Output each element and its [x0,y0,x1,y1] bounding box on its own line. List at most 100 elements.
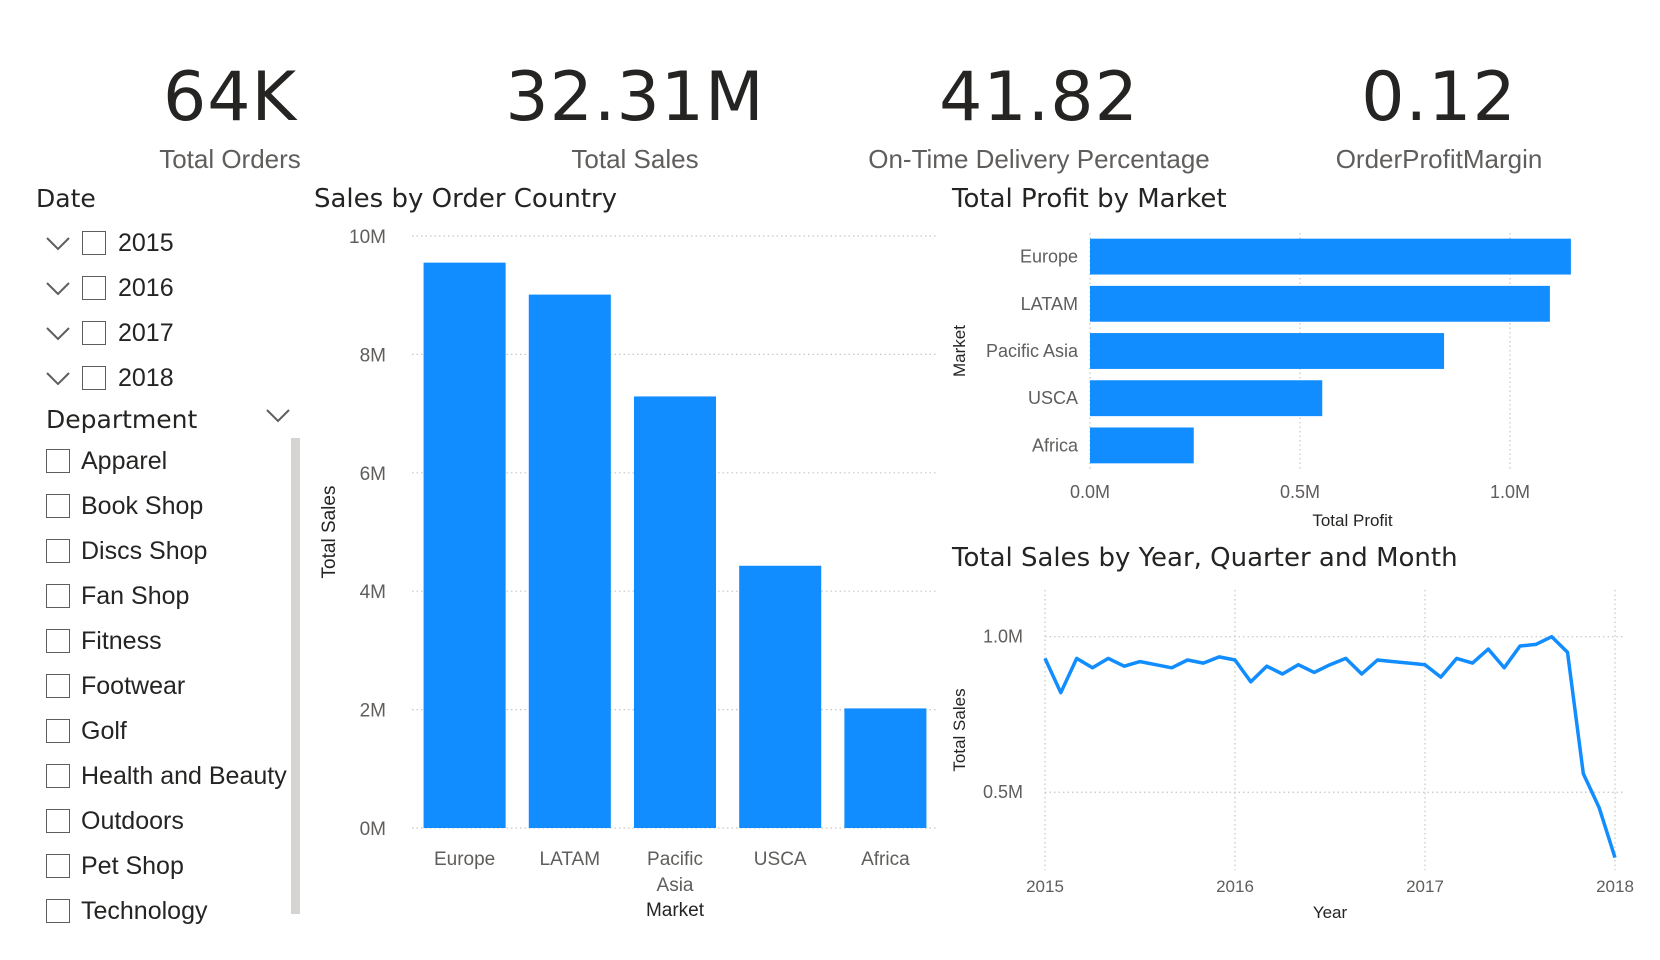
bar[interactable] [1090,285,1550,322]
date-slicer-label: 2016 [118,273,174,302]
checkbox[interactable] [46,764,70,788]
department-slicer-item[interactable]: Fan Shop [46,578,189,614]
department-slicer-item[interactable]: Outdoors [46,803,184,839]
chart-title-sales-by-country: Sales by Order Country [314,184,618,214]
checkbox[interactable] [46,494,70,518]
department-slicer-item[interactable]: Discs Shop [46,533,207,569]
bar[interactable] [739,565,822,828]
bar[interactable] [528,294,611,828]
department-slicer-label: Outdoors [81,806,184,835]
department-slicer-label: Discs Shop [81,536,208,565]
y-axis-label: Total Sales [950,688,969,771]
kpi-label: Total Orders [159,144,301,174]
x-tick-label: 2015 [1026,877,1064,896]
date-slicer-item[interactable]: 2015 [46,225,174,261]
department-slicer-item[interactable]: Health and Beauty [46,758,287,794]
department-slicer-item[interactable]: Footwear [46,668,185,704]
kpi-label: OrderProfitMargin [1335,144,1543,174]
y-tick-label: 8M [360,345,386,366]
checkbox[interactable] [82,231,106,255]
x-tick-label: 0.0M [1070,482,1110,502]
sales-by-country-chart: 0M 2M 4M 6M 8M 10M Europe LATAM Pacific Asia USCA A… [319,227,938,921]
date-slicer-item[interactable]: 2017 [46,315,174,351]
department-slicer-label: Health and Beauty [81,761,287,790]
chevron-down-icon[interactable] [46,276,70,300]
bar[interactable] [1090,238,1571,275]
sales-by-time-chart: 0.5M 1.0M 2015 2016 2017 2018 Year Total Sales [950,590,1634,922]
checkbox[interactable] [46,539,70,563]
chevron-down-icon[interactable] [265,405,291,425]
y-tick-label: 2M [360,701,386,722]
checkbox[interactable] [82,366,106,390]
x-tick-label: Asia [657,875,694,896]
x-tick-label: 2018 [1596,877,1634,896]
kpi-value: 32.31M [505,58,765,137]
y-tick-label: 0M [360,819,386,840]
chevron-down-icon[interactable] [46,231,70,255]
x-tick-label: Pacific [647,849,703,870]
chevron-down-icon[interactable] [46,366,70,390]
date-slicer-title: Date [36,184,96,213]
department-slicer-item[interactable]: Technology [46,893,207,929]
chevron-down-icon[interactable] [46,321,70,345]
bar[interactable] [844,708,927,828]
x-axis-label: Year [1313,903,1348,922]
kpi-label: Total Sales [571,144,699,174]
date-slicer-label: 2015 [118,228,174,257]
department-slicer-label: Footwear [81,671,186,700]
checkbox[interactable] [46,674,70,698]
x-axis-label: Market [646,900,705,921]
kpi-on-time-delivery: 41.82 On-Time Delivery Percentage [849,58,1229,175]
x-tick-label: LATAM [540,849,601,870]
y-tick-label: Africa [1032,435,1079,455]
department-slicer-item[interactable]: Apparel [46,443,167,479]
department-slicer-label: Technology [81,896,208,925]
bar[interactable] [1090,380,1323,417]
checkbox[interactable] [46,899,70,923]
checkbox[interactable] [46,449,70,473]
x-tick-label: 0.5M [1280,482,1320,502]
y-tick-label: Pacific Asia [986,341,1079,361]
department-slicer-item[interactable]: Book Shop [46,488,203,524]
chart-title-profit-by-market: Total Profit by Market [952,184,1227,214]
x-axis-label: Total Profit [1312,511,1393,530]
checkbox[interactable] [46,584,70,608]
y-tick-label: 0.5M [983,782,1023,802]
kpi-value: 41.82 [939,58,1139,137]
date-slicer-item[interactable]: 2016 [46,270,174,306]
series-line[interactable] [1043,634,1617,859]
department-slicer-label: Book Shop [81,491,204,520]
y-tick-label: 10M [349,227,386,248]
kpi-order-profit-margin: 0.12 OrderProfitMargin [1249,58,1629,175]
department-slicer-title: Department [46,405,198,434]
y-tick-label: 4M [360,582,386,603]
department-slicer-item[interactable]: Fitness [46,623,162,659]
department-scrollbar[interactable] [291,438,300,914]
bar[interactable] [423,262,506,828]
department-slicer-label: Apparel [81,446,168,475]
checkbox[interactable] [46,809,70,833]
checkbox[interactable] [46,854,70,878]
bar[interactable] [633,396,717,828]
x-tick-label: Europe [434,849,495,870]
checkbox[interactable] [46,719,70,743]
bar[interactable] [1090,333,1445,369]
date-slicer-item[interactable]: 2018 [46,360,174,396]
checkbox[interactable] [46,629,70,653]
x-tick-label: USCA [754,849,807,870]
department-slicer-item[interactable]: Golf [46,713,127,749]
date-slicer-label: 2017 [118,318,174,347]
bar[interactable] [1090,427,1194,464]
kpi-total-sales: 32.31M Total Sales [445,58,825,175]
y-tick-label: Europe [1020,247,1078,267]
y-axis-label: Market [950,325,969,377]
y-tick-label: 6M [360,464,386,485]
department-slicer-item[interactable]: Pet Shop [46,848,184,884]
checkbox[interactable] [82,321,106,345]
checkbox[interactable] [82,276,106,300]
profit-by-market-chart: 0.0M 0.5M 1.0M Europe LATAM Pacific Asia USCA A… [950,233,1571,530]
x-tick-label: 1.0M [1490,482,1530,502]
kpi-value: 64K [162,58,298,137]
department-slicer-label: Fan Shop [81,581,190,610]
y-tick-label: USCA [1028,388,1078,408]
